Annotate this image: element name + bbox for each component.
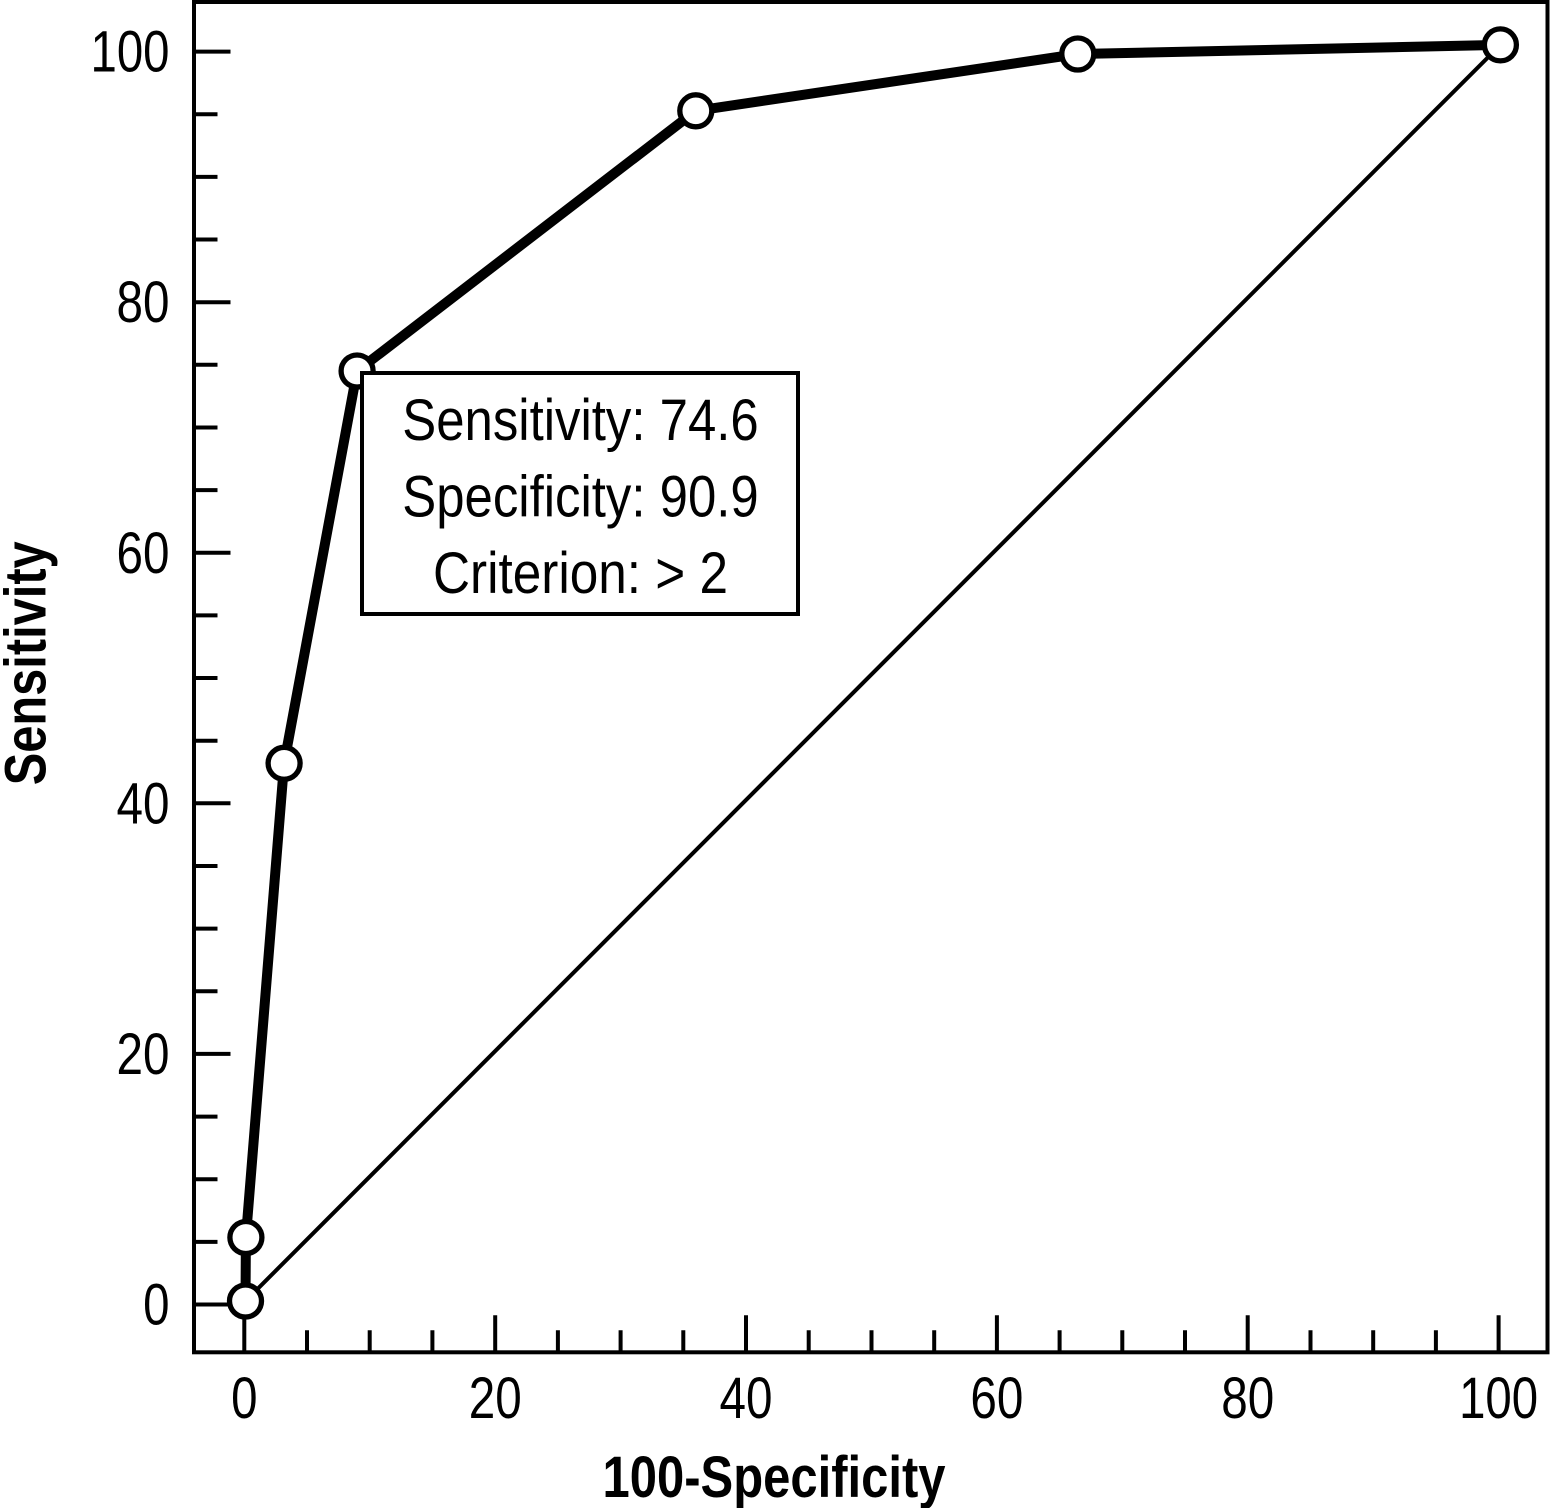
svg-text:100: 100 (1459, 1366, 1538, 1431)
svg-text:60: 60 (117, 521, 170, 586)
svg-text:Sensitivity: Sensitivity (0, 541, 59, 785)
svg-text:100-Specificity: 100-Specificity (603, 1445, 946, 1508)
svg-text:0: 0 (143, 1273, 169, 1338)
svg-text:0: 0 (231, 1366, 257, 1431)
svg-text:40: 40 (720, 1366, 773, 1431)
svg-text:60: 60 (970, 1366, 1023, 1431)
svg-text:20: 20 (117, 1022, 170, 1087)
svg-text:80: 80 (117, 270, 170, 335)
svg-text:100: 100 (91, 20, 170, 85)
svg-text:20: 20 (469, 1366, 522, 1431)
svg-text:Criterion: > 2: Criterion: > 2 (433, 541, 728, 606)
svg-text:40: 40 (117, 771, 170, 836)
svg-text:80: 80 (1221, 1366, 1274, 1431)
svg-text:Sensitivity: 74.6: Sensitivity: 74.6 (402, 388, 759, 453)
svg-text:Specificity: 90.9: Specificity: 90.9 (402, 465, 759, 530)
